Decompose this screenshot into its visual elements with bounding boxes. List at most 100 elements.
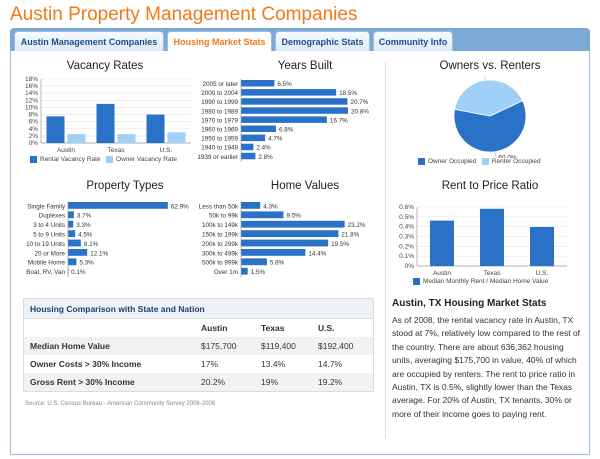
row-label: Owner Costs > 30% Income (30, 359, 142, 369)
y-tick-label: 0.1% (399, 253, 414, 260)
data-label: 4.3% (263, 203, 278, 210)
category-label: 1940 to 1949 (201, 145, 238, 152)
pie-slice (454, 79, 524, 117)
category-label: Over 1m (214, 269, 238, 276)
category-label: 50k to 99k (209, 213, 239, 220)
bar (241, 98, 348, 105)
data-label: 1.5% (251, 269, 266, 276)
pie-slice-label: 60.0% (498, 155, 517, 158)
data-label: 5.8% (270, 260, 285, 267)
category-label: 1970 to 1979 (201, 117, 238, 124)
y-tick-label: 0.6% (399, 204, 414, 211)
data-label: 3.3% (76, 222, 91, 229)
bar (241, 89, 337, 96)
cell-texas: $119,400 (261, 341, 296, 351)
category-label: Duplexes (39, 213, 65, 220)
legend-swatch-owner (106, 156, 114, 163)
legend-swatch-rental (30, 156, 37, 163)
data-label: 16.7% (330, 117, 348, 124)
category-label: Single Family (27, 203, 66, 210)
bar (241, 116, 327, 123)
category-label: 1980 to 1989 (201, 108, 238, 115)
cell-texas: 19% (261, 377, 279, 387)
cell-us: $192,400 (318, 341, 354, 351)
data-label: 0.1% (71, 269, 86, 276)
data-label: 8.1% (84, 241, 99, 248)
data-label: 6.5% (277, 81, 292, 88)
vacancy-legend: Rental Vacancy Rate Owner Vacancy Rate (30, 156, 177, 163)
x-tick-label: Texas (484, 270, 502, 277)
data-label: 3.7% (77, 213, 92, 220)
category-label: 2000 to 2004 (201, 90, 238, 97)
y-tick-label: 4% (29, 126, 39, 133)
tab-demographic-stats[interactable]: Demographic Stats (275, 31, 370, 52)
bar (68, 220, 74, 228)
y-tick-label: 18% (25, 76, 38, 83)
bar (241, 134, 266, 142)
pie-leader-line (494, 151, 497, 158)
y-tick-label: 0.5% (399, 214, 414, 221)
summary-box: Austin, TX Housing Market Stats As of 20… (392, 298, 582, 421)
category-label: Less than 50k (199, 203, 239, 210)
y-tick-label: 2% (29, 133, 39, 140)
bar (241, 239, 329, 247)
bar (530, 226, 554, 266)
table-row: Owner Costs > 30% Income 17% 13.4% 14.7% (24, 355, 373, 373)
data-label: 4.5% (78, 232, 93, 239)
y-tick-label: 10% (25, 104, 38, 111)
cell-us: 14.7% (318, 359, 343, 369)
bar (68, 258, 77, 266)
cell-us: 19.2% (318, 377, 343, 387)
data-label: 6.8% (279, 127, 294, 134)
source-note: Source: U.S. Census Bureau - American Co… (25, 401, 216, 407)
vacancy-chart-title: Vacancy Rates (66, 60, 144, 72)
data-label: 18.5% (339, 90, 357, 97)
data-label: 2.4% (256, 145, 271, 152)
category-label: 20 or More (35, 250, 66, 257)
category-label: 1990 to 1999 (201, 99, 238, 106)
cell-austin: 20.2% (201, 377, 226, 387)
legend-swatch-owner-occupied (418, 158, 425, 165)
cell-texas: 13.4% (261, 359, 286, 369)
tab-bar: Austin Management Companies Housing Mark… (10, 28, 590, 52)
category-label: 2005 or later (203, 81, 238, 88)
pie-slice (453, 100, 527, 153)
summary-title: Austin, TX Housing Market Stats (392, 298, 547, 309)
tab-housing-market-stats[interactable]: Housing Market Stats (167, 31, 272, 52)
data-label: 23.2% (348, 222, 366, 229)
bar (241, 258, 267, 266)
bar (241, 125, 276, 132)
y-tick-label: 0.3% (399, 234, 414, 241)
owners-legend: Owner Occupied Renter Occupied (418, 158, 541, 165)
category-label: 300k to 499k (202, 250, 239, 257)
bar (241, 152, 256, 160)
owners-vs-renters-chart: 60.0%40.0% (453, 76, 527, 158)
row-label: Median Home Value (30, 341, 110, 351)
data-label: 12.1% (90, 250, 108, 257)
bar (241, 202, 261, 209)
column-divider (385, 62, 386, 438)
data-label: 14.4% (308, 250, 326, 257)
x-tick-label: Texas (108, 147, 126, 154)
summary-body: As of 2008, the rental vacancy rate in A… (392, 315, 581, 419)
data-label: 20.7% (350, 99, 368, 106)
y-tick-label: 0.4% (399, 224, 414, 231)
property-types-chart: Single Family 62.9% Duplexes 3.7% 3 to 4 Uni… (26, 201, 189, 278)
tab-management-companies[interactable]: Austin Management Companies (14, 31, 164, 52)
x-tick-label: U.S. (160, 147, 173, 154)
page-title: Austin Property Management Companies (10, 4, 358, 25)
ptypes-chart-title: Property Types (86, 180, 164, 192)
owners-chart-title: Owners vs. Renters (439, 60, 541, 72)
y-tick-label: 0% (405, 263, 415, 270)
category-label: 3 to 4 Units (33, 222, 65, 229)
bar (68, 239, 81, 247)
x-tick-label: Austin (57, 147, 75, 154)
bar (46, 116, 65, 143)
data-label: 5.3% (79, 260, 94, 267)
bar (67, 134, 86, 143)
y-tick-label: 0.2% (399, 243, 414, 250)
cell-austin: $175,700 (201, 341, 237, 351)
table-row: Gross Rent > 30% Income 20.2% 19% 19.2% (24, 373, 373, 391)
homevals-chart-title: Home Values (270, 180, 340, 192)
tab-community-info[interactable]: Community Info (373, 31, 453, 52)
